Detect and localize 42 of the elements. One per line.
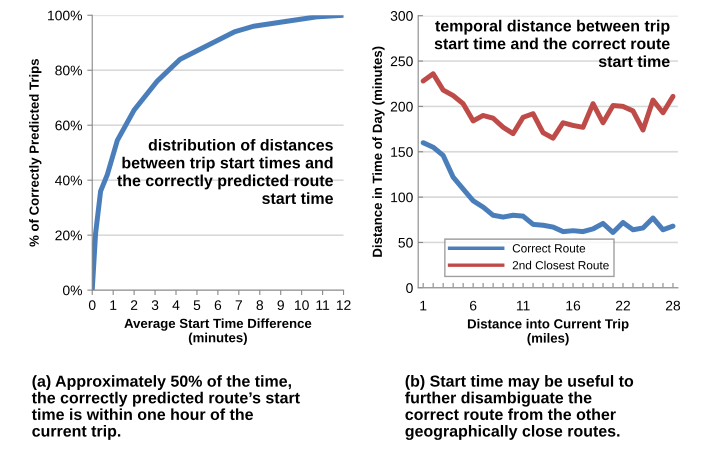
x-tick-label: 2 <box>130 300 138 310</box>
x-tick-label: 6 <box>470 300 476 311</box>
y-tick-label: 0 <box>406 283 413 293</box>
y-tick-label: 60% <box>55 120 82 130</box>
x-tick-label: 7 <box>236 300 242 310</box>
x-tick-label: 22 <box>616 300 630 310</box>
x-tick-label: 9 <box>278 300 284 310</box>
x-tick-label: 1 <box>420 300 426 310</box>
y-tick-label: 100% <box>48 10 82 20</box>
legend-label: Correct Route <box>512 244 586 253</box>
x-tick-label: 6 <box>214 300 222 310</box>
annotation: distribution of distances between trip start times and the correctly predicted route start time <box>117 138 333 204</box>
y-tick-label: 20% <box>55 230 82 240</box>
y-tick-label: 40% <box>55 176 82 186</box>
x-tick-label: 12 <box>336 300 351 310</box>
x-tick-label: 11 <box>516 300 530 310</box>
x-tick-label: 10 <box>295 300 309 310</box>
y-tick-label: 50 <box>398 238 413 248</box>
y-axis-title: Distance in Time of Day (minutes) <box>372 46 385 257</box>
text: (a) Approximately 50% of the time, the correctly predicted route’s start time is within one hour of the current trip. <box>32 375 300 440</box>
annotation: temporal distance between trip start time and the correct route start time <box>434 20 670 68</box>
y-tick-label: 100 <box>391 192 413 202</box>
y-tick-label: 200 <box>390 102 413 112</box>
x-tick-label: 3 <box>152 300 158 310</box>
text: (b) Start time may be useful to further disambiguate the correct route from the other geographically close routes. <box>405 375 634 440</box>
legend-label: 2nd Closest Route <box>512 260 609 270</box>
x-tick-label: 28 <box>666 300 680 311</box>
x-tick-label: 11 <box>316 300 330 310</box>
y-tick-label: 300 <box>390 11 413 21</box>
x-tick-label: 1 <box>110 300 116 310</box>
y-tick-label: 80% <box>55 66 82 76</box>
x-axis-title: Average Start Time Difference (minutes) <box>124 318 312 345</box>
y-axis-title: % of Correctly Predicted Trips <box>29 59 42 247</box>
y-tick-label: 150 <box>391 147 413 157</box>
y-tick-label: 250 <box>390 56 413 66</box>
x-tick-label: 16 <box>566 300 580 311</box>
x-axis-title: Distance into Current Trip (miles) <box>468 318 629 346</box>
x-tick-label: 8 <box>256 300 264 310</box>
y-tick-label: 0% <box>62 285 82 296</box>
x-tick-label: 5 <box>194 300 200 310</box>
x-tick-label: 0 <box>88 300 96 310</box>
x-tick-label: 4 <box>172 300 180 310</box>
